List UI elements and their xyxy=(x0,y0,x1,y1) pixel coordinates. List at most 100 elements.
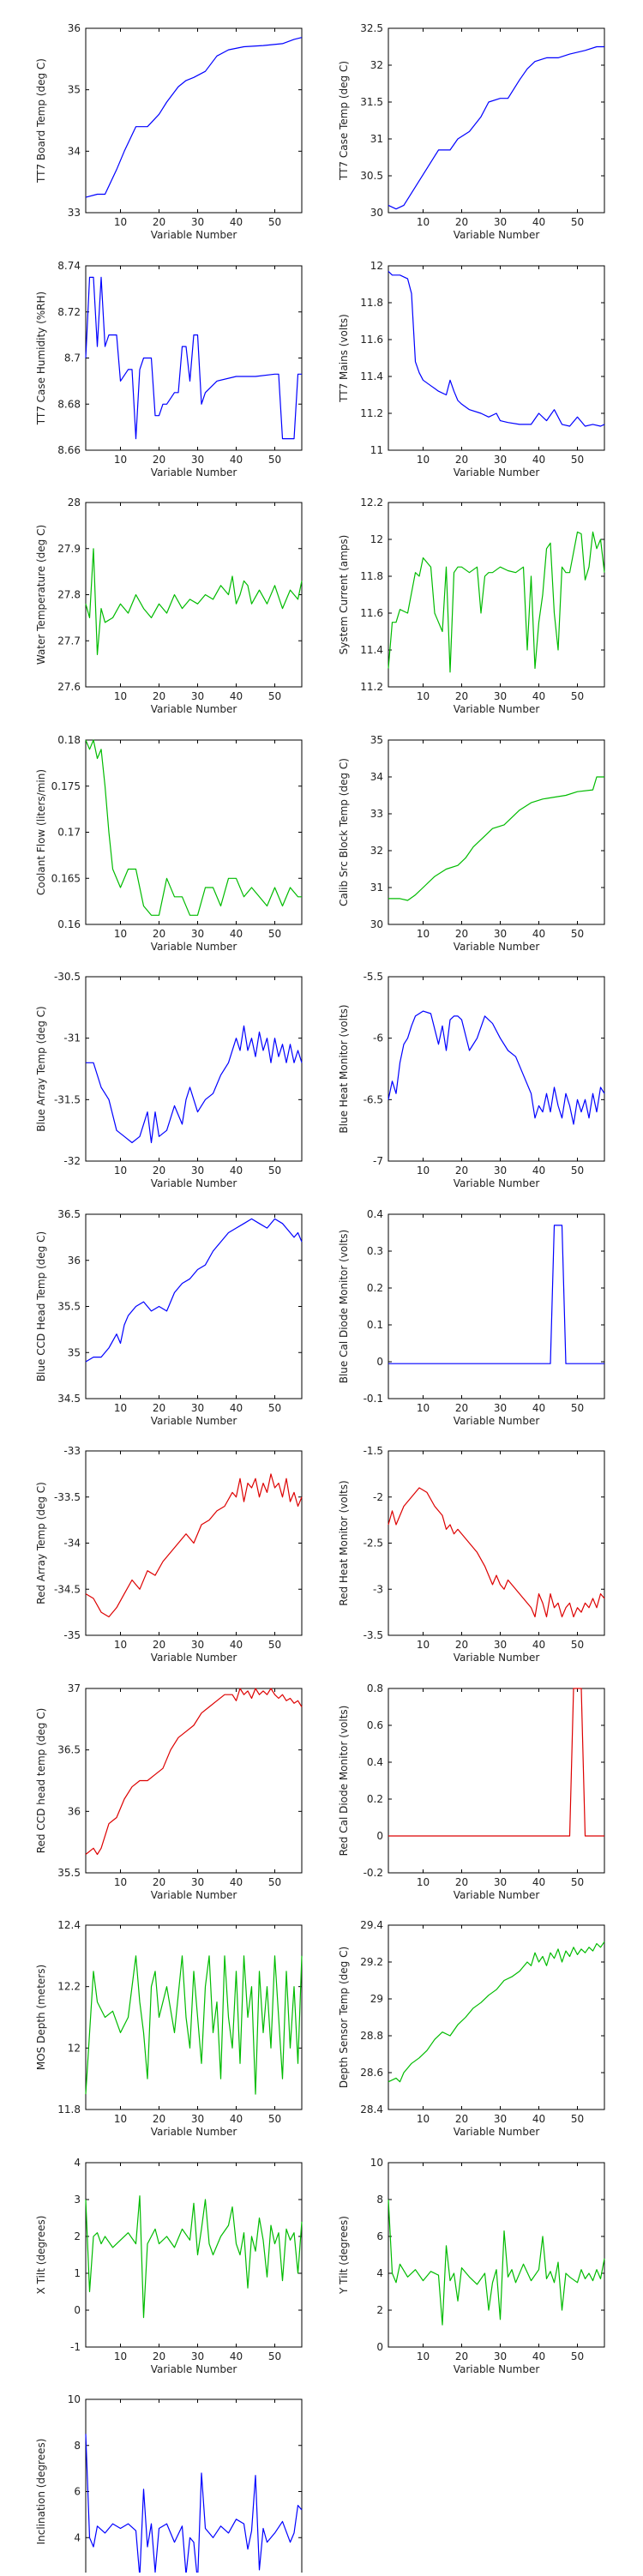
x-tick-label: 30 xyxy=(494,2113,507,2125)
y-tick-label: 10 xyxy=(68,2393,81,2405)
x-tick-label: 40 xyxy=(532,216,545,228)
y-tick-label: 8.7 xyxy=(64,352,81,364)
y-tick-label: 6 xyxy=(74,2486,81,2498)
x-tick-label: 40 xyxy=(532,2350,545,2362)
x-axis-label: Variable Number xyxy=(151,941,237,953)
chart-panel: 10 20 30 40 50 30 31 32 33 34 35 Variable Number Cal… xyxy=(338,734,605,953)
x-axis-label: Variable Number xyxy=(454,2363,540,2375)
series-line xyxy=(85,2434,303,2576)
x-tick-label: 10 xyxy=(114,2350,127,2362)
y-tick-label: -34.5 xyxy=(54,1583,81,1595)
y-tick-label: -34 xyxy=(63,1538,81,1550)
y-axis-label: Red Cal Diode Monitor (volts) xyxy=(338,1706,350,1857)
y-tick-label: 11.4 xyxy=(360,644,383,656)
x-axis-label: Variable Number xyxy=(151,703,237,715)
chart-panel: 10 20 30 40 50 0.16 0.165 0.17 0.175 0.18 Variable… xyxy=(35,734,303,953)
x-tick-label: 40 xyxy=(230,1639,243,1651)
y-axis-label: Blue Cal Diode Monitor (volts) xyxy=(338,1230,350,1384)
x-tick-label: 30 xyxy=(494,2350,507,2362)
x-tick-label: 20 xyxy=(153,690,165,702)
y-tick-label: 0 xyxy=(376,1356,383,1368)
x-axis-label: Variable Number xyxy=(454,229,540,241)
y-tick-label: 31 xyxy=(370,882,383,894)
series-line xyxy=(388,776,604,901)
y-tick-label: 28.8 xyxy=(360,2030,383,2042)
plot-frame xyxy=(388,1924,605,2110)
y-tick-label: -32 xyxy=(63,1155,81,1167)
x-tick-label: 30 xyxy=(191,2350,204,2362)
y-tick-label: -2 xyxy=(373,1491,383,1503)
x-tick-label: 20 xyxy=(153,216,165,228)
x-tick-label: 50 xyxy=(268,1165,281,1177)
series-line xyxy=(388,1225,604,1364)
y-tick-label: 27.9 xyxy=(57,543,81,555)
x-tick-label: 10 xyxy=(114,1876,127,1888)
series-line xyxy=(85,1218,303,1363)
chart-panel: 10 20 30 40 50 34.5 35 35.5 36 36.5 Variable Numbe… xyxy=(35,1208,303,1427)
y-axis-label: X Tilt (degrees) xyxy=(35,2216,47,2295)
y-tick-label: 0.1 xyxy=(367,1319,383,1331)
x-tick-label: 50 xyxy=(268,1876,281,1888)
y-tick-label: 0.4 xyxy=(367,1756,383,1768)
x-tick-label: 20 xyxy=(455,454,468,466)
series-line xyxy=(388,1941,605,2083)
series-line xyxy=(85,37,303,198)
series-line xyxy=(86,1025,303,1144)
x-tick-label: 30 xyxy=(494,1165,507,1177)
y-tick-label: 12 xyxy=(370,260,383,272)
y-tick-label: 12 xyxy=(68,2042,81,2054)
x-tick-label: 10 xyxy=(114,2113,127,2125)
y-tick-label: -7 xyxy=(373,1155,383,1167)
y-tick-label: 8.68 xyxy=(57,398,81,410)
y-tick-label: 34 xyxy=(68,145,81,157)
y-tick-label: 11 xyxy=(370,444,383,456)
chart-panel: 10 20 30 40 50 33 34 35 36 Variable Number TT7 Boa… xyxy=(35,22,303,241)
x-tick-label: 50 xyxy=(268,690,281,702)
y-tick-label: 2 xyxy=(74,2230,81,2242)
y-tick-label: 12.2 xyxy=(360,497,383,509)
chart-panel: 10 20 30 40 50 28.4 28.6 28.8 29 29.2 29.4 Variable… xyxy=(338,1919,605,2138)
y-tick-label: -6.5 xyxy=(364,1093,383,1105)
chart-panel: 10 20 30 40 50 -3.5 -3 -2.5 -2 -1.5 Variable Numbe… xyxy=(338,1445,605,1664)
x-tick-label: 20 xyxy=(455,1876,468,1888)
x-tick-label: 30 xyxy=(494,690,507,702)
y-tick-label: -1.5 xyxy=(364,1445,383,1457)
plot-frame xyxy=(85,1924,303,2110)
y-axis-label: TT7 Board Temp (deg C) xyxy=(35,58,47,184)
plot-frame xyxy=(388,27,605,214)
x-tick-label: 50 xyxy=(571,1165,584,1177)
y-tick-label: 36 xyxy=(68,1255,81,1267)
y-axis-label: Blue Array Temp (deg C) xyxy=(35,1006,47,1131)
x-tick-label: 10 xyxy=(417,2350,430,2362)
x-axis-label: Variable Number xyxy=(454,1889,540,1901)
x-tick-label: 50 xyxy=(268,2113,281,2125)
plot-frame xyxy=(85,739,303,925)
x-tick-label: 10 xyxy=(417,2113,430,2125)
x-tick-label: 50 xyxy=(268,928,281,940)
x-tick-label: 30 xyxy=(191,1165,204,1177)
x-tick-label: 50 xyxy=(268,1402,281,1414)
chart-panel: 1020304050246810Variable NumberInclinati… xyxy=(35,2393,303,2576)
y-tick-label: 12 xyxy=(370,533,383,545)
x-tick-label: 10 xyxy=(114,454,127,466)
y-tick-label: 0 xyxy=(376,1830,383,1842)
x-axis-label: Variable Number xyxy=(151,466,237,478)
y-tick-label: 29.4 xyxy=(360,1919,383,1931)
y-tick-label: 0.17 xyxy=(57,827,81,839)
chart-panel: 10 20 30 40 50 11.8 12 12.2 12.4 Variable Number M… xyxy=(35,1919,303,2138)
plot-frame xyxy=(388,976,605,1162)
x-tick-label: 20 xyxy=(455,2113,468,2125)
y-tick-label: 37 xyxy=(68,1682,81,1694)
x-tick-label: 30 xyxy=(191,1402,204,1414)
x-tick-label: 30 xyxy=(494,454,507,466)
y-tick-label: 29.2 xyxy=(360,1956,383,1968)
x-tick-label: 20 xyxy=(455,1402,468,1414)
chart-panel: 10 20 30 40 50 -1 0 1 2 3 4 Variable Number X Tilt (… xyxy=(35,2157,303,2375)
x-tick-label: 10 xyxy=(417,1165,430,1177)
x-tick-label: 40 xyxy=(532,1402,545,1414)
y-axis-label: Red CCD head temp (deg C) xyxy=(35,1708,47,1854)
y-tick-label: 0.3 xyxy=(367,1245,383,1257)
y-tick-label: 0.8 xyxy=(367,1682,383,1694)
chart-panel: 10 20 30 40 50 35.5 36 36.5 37 Variable Number Red… xyxy=(35,1682,303,1901)
